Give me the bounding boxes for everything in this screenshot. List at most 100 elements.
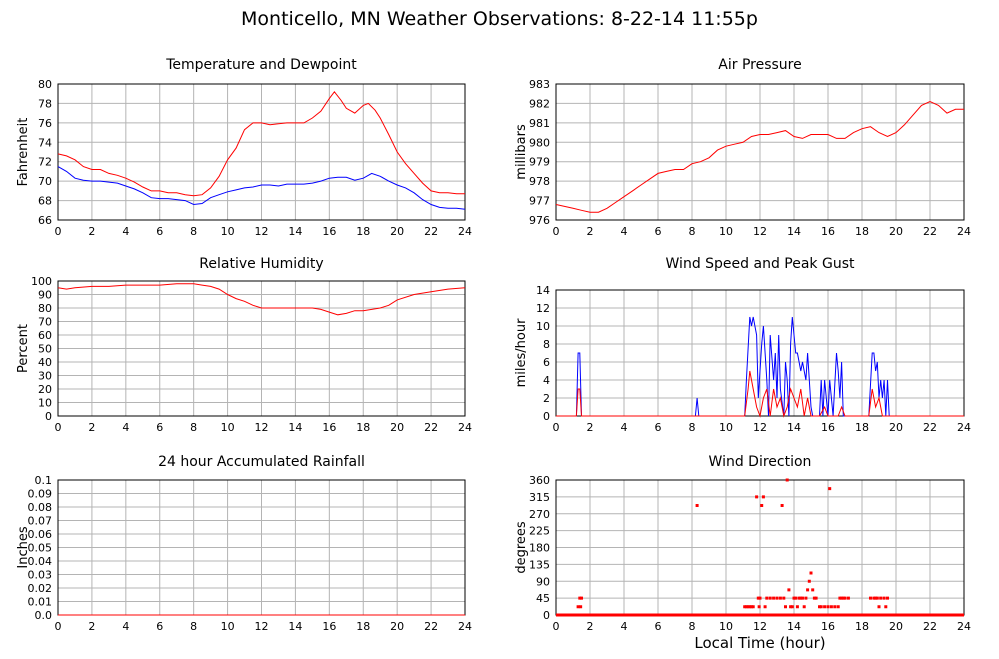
direction-point: [797, 596, 801, 600]
direction-point: [886, 596, 889, 600]
rain-y-tick-label: 0.1: [35, 474, 53, 487]
direction-y-tick-label: 225: [529, 525, 550, 538]
direction-point: [807, 579, 811, 583]
pressure-y-tick-label: 982: [529, 97, 550, 110]
pressure-x-tick-label: 6: [655, 225, 662, 238]
direction-x-tick-label: 24: [957, 620, 971, 633]
direction-point: [744, 605, 748, 609]
direction-point: [823, 605, 827, 609]
wind-x-tick-label: 2: [587, 421, 594, 434]
temp-y-tick-label: 66: [38, 214, 52, 227]
pressure-x-tick-label: 2: [587, 225, 594, 238]
pressure-y-tick-label: 977: [529, 195, 550, 208]
humidity-x-tick-label: 2: [88, 421, 95, 434]
direction-point: [775, 596, 779, 600]
rain-x-tick-label: 24: [458, 620, 472, 633]
direction-point: [576, 605, 580, 609]
direction-point: [765, 596, 769, 600]
direction-point: [780, 504, 784, 507]
direction-y-axis-label: degrees: [514, 521, 529, 574]
humidity-series-0-line: [57, 283, 466, 316]
temp-x-tick-label: 24: [458, 225, 472, 238]
rain-x-tick-label: 4: [122, 620, 129, 633]
temp-y-tick-label: 80: [38, 78, 52, 91]
wind-y-tick-label: 10: [536, 320, 550, 333]
temp-chart: 0 2 4 6 8 10 12 14 16 18 20 22 246668707274767880Tem…: [16, 57, 472, 238]
temp-x-tick-label: 10: [221, 225, 235, 238]
direction-point: [580, 596, 583, 600]
humidity-y-tick-label: 20: [38, 383, 52, 396]
wind-y-tick-label: 8: [543, 338, 550, 351]
pressure-x-tick-label: 14: [787, 225, 801, 238]
direction-point: [782, 596, 786, 600]
direction-point: [763, 605, 767, 609]
rain-title: 24 hour Accumulated Rainfall: [158, 454, 365, 470]
rain-x-tick-label: 12: [255, 620, 269, 633]
rain-x-tick-label: 14: [288, 620, 302, 633]
temp-y-tick-label: 76: [38, 117, 52, 130]
direction-point: [743, 605, 747, 609]
humidity-y-tick-label: 30: [38, 370, 52, 383]
pressure-y-tick-label: 979: [529, 156, 550, 169]
rain-x-tick-label: 18: [356, 620, 370, 633]
direction-point: [828, 487, 832, 491]
direction-y-tick-label: 270: [529, 508, 550, 521]
direction-x-tick-label: 18: [855, 620, 869, 633]
direction-point: [846, 596, 850, 600]
humidity-x-tick-label: 6: [156, 421, 163, 434]
wind-y-axis-label: miles/hour: [514, 318, 529, 387]
pressure-x-tick-label: 8: [689, 225, 696, 238]
direction-point: [799, 596, 803, 600]
direction-point: [768, 596, 772, 600]
direction-point: [874, 596, 878, 600]
direction-point: [695, 504, 699, 507]
pressure-y-tick-label: 976: [529, 214, 550, 227]
direction-x-tick-label: 22: [923, 620, 937, 633]
humidity-chart: 0 2 4 6 8 10 12 14 16 18 20 22 240102030405060708090…: [16, 256, 472, 434]
temp-x-tick-label: 6: [156, 225, 163, 238]
direction-x-tick-label: 20: [889, 620, 903, 633]
direction-point: [746, 605, 750, 609]
rain-x-tick-label: 10: [221, 620, 235, 633]
direction-point: [884, 605, 888, 609]
direction-y-tick-label: 360: [529, 474, 550, 487]
pressure-x-tick-label: 16: [821, 225, 835, 238]
temp-series-1-line: [57, 166, 466, 210]
direction-point: [819, 605, 823, 609]
direction-point: [794, 596, 798, 600]
pressure-y-tick-label: 978: [529, 175, 550, 188]
pressure-y-axis-label: millibars: [514, 124, 529, 180]
rain-y-tick-label: 0.07: [28, 515, 53, 528]
rain-y-axis-label: Inches: [16, 526, 31, 568]
temp-x-tick-label: 8: [190, 225, 197, 238]
direction-y-tick-label: 135: [529, 558, 550, 571]
pressure-x-tick-label: 10: [719, 225, 733, 238]
temp-x-tick-label: 4: [122, 225, 129, 238]
temp-series-0-line: [57, 90, 465, 197]
direction-x-tick-label: 0: [553, 620, 560, 633]
pressure-x-tick-label: 12: [753, 225, 767, 238]
direction-point: [784, 605, 787, 609]
direction-point: [785, 478, 789, 482]
wind-series-1-line: [556, 370, 964, 418]
pressure-y-tick-label: 981: [529, 117, 550, 130]
direction-point: [814, 596, 818, 600]
direction-x-tick-label: 2: [587, 620, 594, 633]
direction-y-tick-label: 315: [529, 491, 550, 504]
wind-y-tick-label: 2: [543, 392, 550, 405]
direction-y-tick-label: 90: [536, 575, 550, 588]
wind-x-tick-label: 24: [957, 421, 971, 434]
direction-x-tick-label: 16: [821, 620, 835, 633]
direction-title: Wind Direction: [709, 454, 812, 470]
direction-point: [789, 605, 793, 609]
wind-x-tick-label: 6: [655, 421, 662, 434]
humidity-plot-frame: [57, 280, 466, 417]
humidity-y-tick-label: 70: [38, 316, 52, 329]
humidity-x-tick-label: 12: [255, 421, 269, 434]
rain-x-tick-label: 16: [322, 620, 336, 633]
wind-y-tick-label: 6: [543, 356, 550, 369]
humidity-y-tick-label: 40: [38, 356, 52, 369]
pressure-x-tick-label: 24: [957, 225, 971, 238]
pressure-y-tick-label: 983: [529, 78, 550, 91]
direction-y-tick-label: 180: [529, 542, 550, 555]
